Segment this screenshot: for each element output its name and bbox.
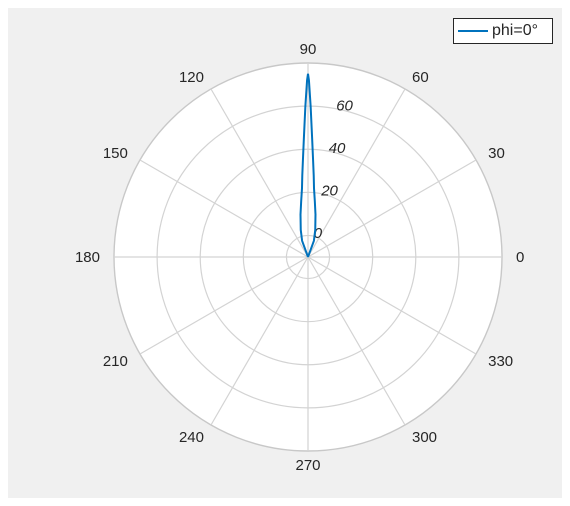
grid-spoke-210 — [139, 256, 309, 355]
series-line-0 — [299, 73, 317, 258]
grid-spoke-60 — [307, 88, 406, 258]
theta-tick-label-150: 150 — [103, 145, 128, 162]
polar-plot: 0 30 60 90 120 150 180 210 240 270 300 330 0 20 40 60 — [75, 41, 524, 474]
r-tick-label-60: 60 — [336, 97, 353, 114]
legend[interactable]: phi=0° — [453, 18, 553, 44]
r-tick-labels: 0 20 40 60 — [314, 97, 354, 241]
theta-tick-label-60: 60 — [412, 69, 429, 86]
theta-tick-label-240: 240 — [179, 429, 204, 446]
theta-tick-label-180: 180 — [75, 249, 100, 266]
theta-tick-label-90: 90 — [300, 41, 317, 58]
theta-tick-label-330: 330 — [488, 353, 513, 370]
figure-background: 0 30 60 90 120 150 180 210 240 270 300 330 0 20 40 60 … — [8, 8, 562, 498]
grid-spoke-330 — [307, 256, 477, 355]
grid-spoke-120 — [210, 88, 309, 258]
legend-swatch — [458, 30, 488, 32]
theta-tick-label-300: 300 — [412, 429, 437, 446]
theta-tick-labels: 0 30 60 90 120 150 180 210 240 270 300 330 — [75, 41, 524, 474]
theta-tick-label-30: 30 — [488, 145, 505, 162]
r-tick-label-40: 40 — [329, 140, 346, 157]
grid-spoke-150 — [139, 159, 309, 258]
grid-spoke-30 — [307, 159, 477, 258]
theta-tick-label-210: 210 — [103, 353, 128, 370]
theta-tick-label-270: 270 — [295, 457, 320, 474]
grid-spoke-240 — [210, 256, 309, 426]
theta-tick-label-120: 120 — [179, 69, 204, 86]
legend-entry-label: phi=0° — [492, 22, 538, 39]
r-tick-label-20: 20 — [320, 182, 338, 199]
theta-tick-label-0: 0 — [516, 249, 524, 266]
r-tick-label-0: 0 — [314, 225, 323, 242]
series-layer — [299, 73, 317, 258]
grid-spoke-300 — [307, 256, 406, 426]
